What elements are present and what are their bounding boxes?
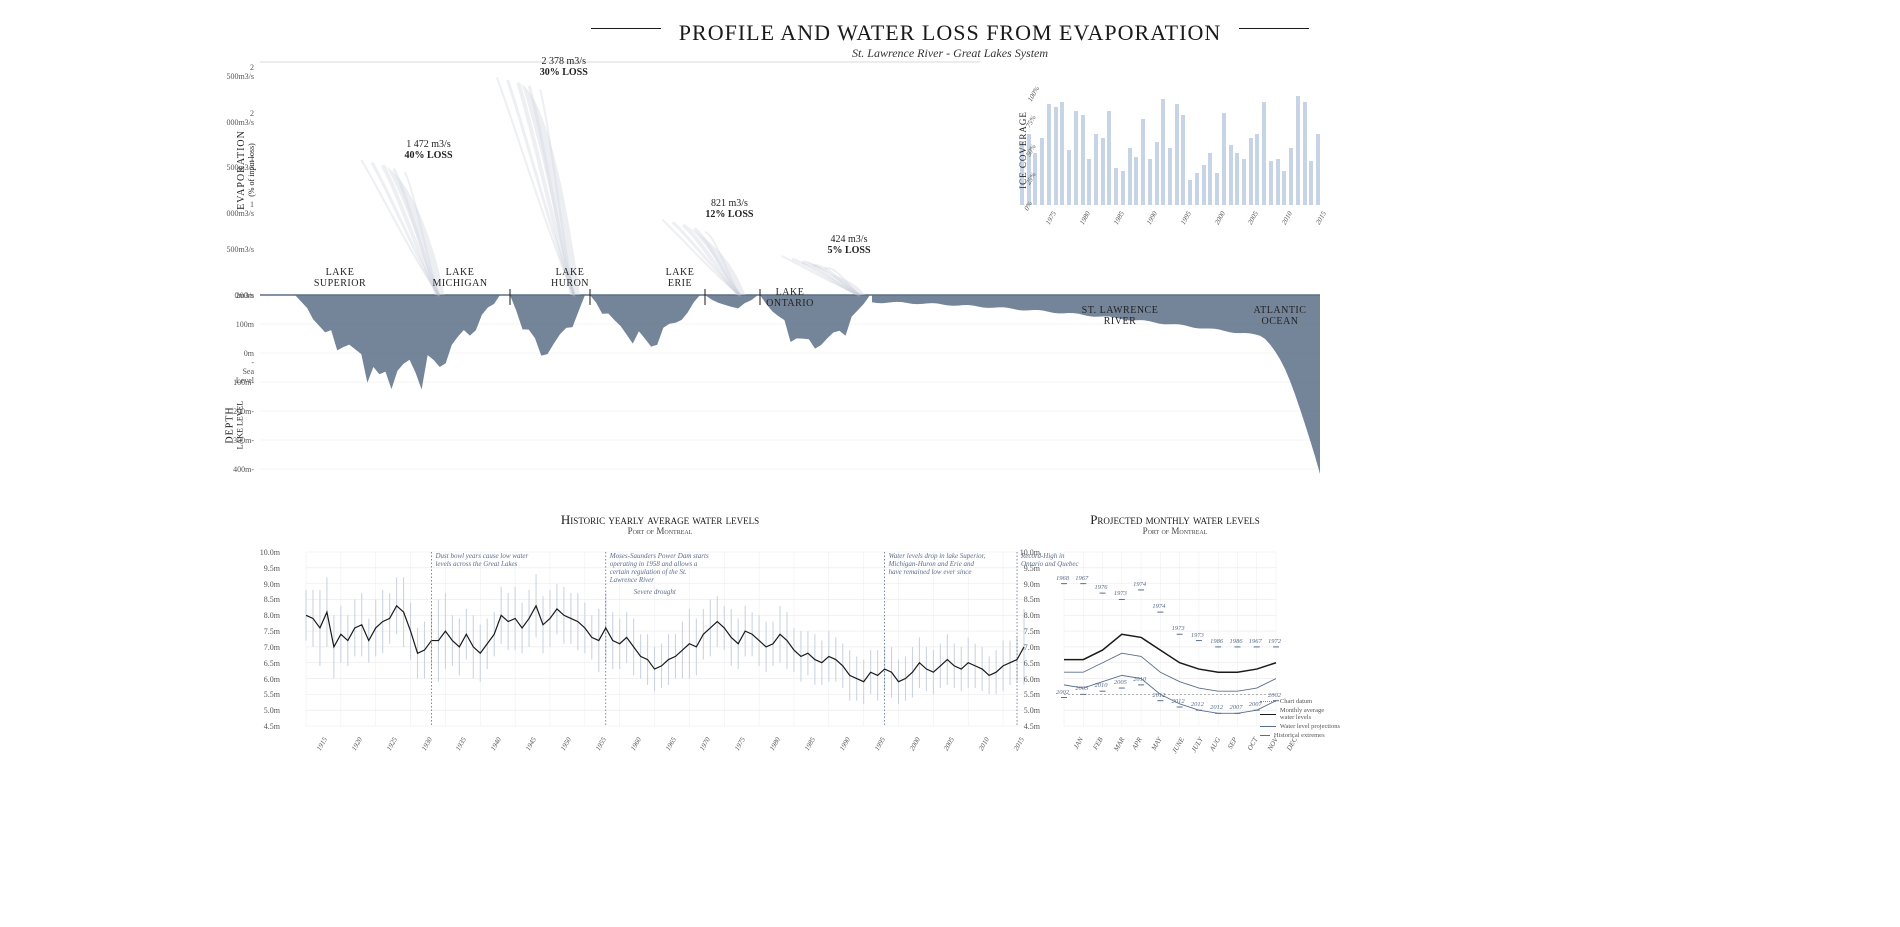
ice-bar: [1040, 138, 1044, 205]
extreme-year: 2002: [1056, 689, 1069, 696]
historic-annotation-extra: Severe drought: [634, 588, 676, 596]
loss-label: 12% LOSS: [669, 209, 789, 220]
extreme-year: 1968: [1056, 575, 1069, 582]
ice-bar: [1054, 107, 1058, 205]
ice-bar: [1208, 153, 1212, 205]
historic-annotation: Moses-Saunders Power Dam startsoperating…: [610, 552, 740, 584]
extreme-year: 2012: [1210, 704, 1223, 711]
projected-sub: Port of Montreal: [1050, 526, 1300, 536]
extreme-year: 1973: [1191, 632, 1204, 639]
ice-bar: [1215, 173, 1219, 205]
ice-bar: [1195, 173, 1199, 205]
extreme-year: 2012: [1172, 698, 1185, 705]
loss-label: 5% LOSS: [789, 245, 909, 256]
loss-label: 40% LOSS: [369, 150, 489, 161]
ice-bar: [1087, 159, 1091, 205]
ice-bar: [1121, 171, 1125, 206]
ice-coverage-chart: [1020, 85, 1320, 205]
extreme-year: 1974: [1152, 603, 1165, 610]
historic-sub: Port of Montreal: [290, 526, 1030, 536]
ice-bar: [1168, 148, 1172, 206]
historic-annotation: Dust bowl years cause low waterlevels ac…: [435, 552, 565, 568]
ice-bar: [1060, 102, 1064, 206]
legend-row: Chart datum: [1260, 698, 1340, 705]
extreme-year: 1967: [1075, 575, 1088, 582]
extreme-year: 2012: [1152, 692, 1165, 699]
extreme-year: 2010: [1095, 682, 1108, 689]
ice-bar: [1081, 115, 1085, 205]
ice-bar: [1141, 119, 1145, 205]
ice-bar: [1181, 115, 1185, 205]
extreme-year: 1974: [1133, 581, 1146, 588]
extreme-year: 1972: [1268, 638, 1281, 645]
ice-bar: [1128, 148, 1132, 206]
ice-bar: [1074, 111, 1078, 205]
extreme-year: 2010: [1133, 676, 1146, 683]
ice-bar: [1114, 168, 1118, 205]
historic-annotation: Record-High inOntario and Quebec: [1021, 552, 1151, 568]
extreme-year: 2003: [1075, 685, 1088, 692]
ice-bar: [1101, 138, 1105, 205]
ice-bar: [1316, 134, 1320, 205]
extreme-year: 1986: [1229, 638, 1242, 645]
ice-bar: [1303, 102, 1307, 206]
ice-bar: [1276, 159, 1280, 205]
extreme-year: 2002: [1268, 692, 1281, 699]
projected-legend: Chart datum Monthly averagewater levels Wa…: [1260, 698, 1340, 741]
title-sub: St. Lawrence River - Great Lakes System: [0, 46, 1900, 61]
ice-bar: [1161, 99, 1165, 205]
extreme-year: 1967: [1249, 638, 1262, 645]
extreme-year: 1973: [1172, 625, 1185, 632]
loss-label: 30% LOSS: [504, 67, 624, 78]
lake-label: LAKE: [420, 267, 500, 278]
legend-row: Water level projections: [1260, 723, 1340, 730]
lake-label: LAKE: [300, 267, 380, 278]
lake-label: ST. LAWRENCE: [1080, 305, 1160, 316]
ice-bar: [1107, 111, 1111, 205]
ice-bar: [1296, 96, 1300, 205]
historic-annotation: Water levels drop in lake Superior,Michi…: [889, 552, 1019, 576]
title-main: PROFILE AND WATER LOSS FROM EVAPORATION: [679, 20, 1221, 45]
ice-bar: [1255, 134, 1259, 205]
ice-bar: [1235, 153, 1239, 205]
ice-bar: [1094, 134, 1098, 205]
ice-bar: [1067, 150, 1071, 205]
ice-bar: [1289, 148, 1293, 206]
ice-bar: [1188, 180, 1192, 205]
ice-bar: [1155, 142, 1159, 205]
extreme-year: 2012: [1191, 701, 1204, 708]
ice-bar: [1242, 159, 1246, 205]
extreme-year: 2005: [1114, 679, 1127, 686]
ice-bar: [1249, 138, 1253, 205]
ice-bar: [1269, 161, 1273, 205]
extreme-year: 1976: [1095, 584, 1108, 591]
ice-bar: [1175, 104, 1179, 205]
title-rule-left: [591, 28, 661, 29]
ice-bar: [1202, 165, 1206, 205]
ice-bar: [1047, 104, 1051, 205]
ice-bar: [1262, 102, 1266, 206]
ice-bar: [1309, 161, 1313, 205]
extreme-year: 2007: [1229, 704, 1242, 711]
ice-bar: [1229, 145, 1233, 205]
lake-label: LAKE: [640, 267, 720, 278]
lake-label: LAKE: [530, 267, 610, 278]
legend-row: Monthly averagewater levels: [1260, 707, 1340, 721]
title-block: PROFILE AND WATER LOSS FROM EVAPORATION …: [0, 20, 1900, 61]
lake-label: LAKE: [750, 287, 830, 298]
extreme-year: 1973: [1114, 590, 1127, 597]
extreme-year: 2007: [1249, 701, 1262, 708]
extreme-year: 1986: [1210, 638, 1223, 645]
ice-bar: [1222, 113, 1226, 205]
ice-bar: [1148, 159, 1152, 205]
ice-bar: [1282, 171, 1286, 206]
title-rule-right: [1239, 28, 1309, 29]
ice-bar: [1134, 157, 1138, 205]
lake-label: ATLANTIC: [1240, 305, 1320, 316]
